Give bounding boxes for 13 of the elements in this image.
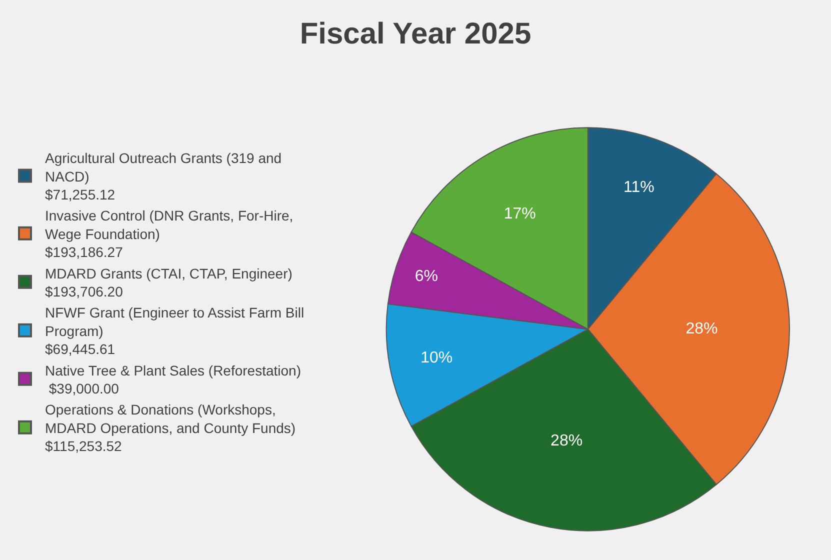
data-label: 28% <box>550 432 583 450</box>
legend-label: Agricultural Outreach Grants (319 and NACD) $71,255.12 <box>45 150 282 202</box>
data-label: 6% <box>414 268 438 286</box>
legend-label: Native Tree & Plant Sales (Reforestation) $39,000.00 <box>45 362 302 396</box>
legend-label: Invasive Control (DNR Grants, For-Hire, Wege Foundation) $193,186.27 <box>45 208 294 260</box>
data-label: 10% <box>420 350 453 367</box>
data-label: 11% <box>624 179 654 196</box>
data-label: 17% <box>504 206 536 223</box>
data-label: 28% <box>686 320 718 338</box>
legend-label: Operations & Donations (Workshops, MDARD Operations, and County Funds) $115,253.52 <box>45 402 296 454</box>
legend-label: MDARD Grants (CTAI, CTAP, Engineer) $193,706.20 <box>45 265 292 300</box>
chart-title: Fiscal Year 2025 <box>300 17 532 50</box>
legend-label: NFWF Grant (Engineer to Assist Farm Bill Program) $69,445.61 <box>45 304 304 358</box>
